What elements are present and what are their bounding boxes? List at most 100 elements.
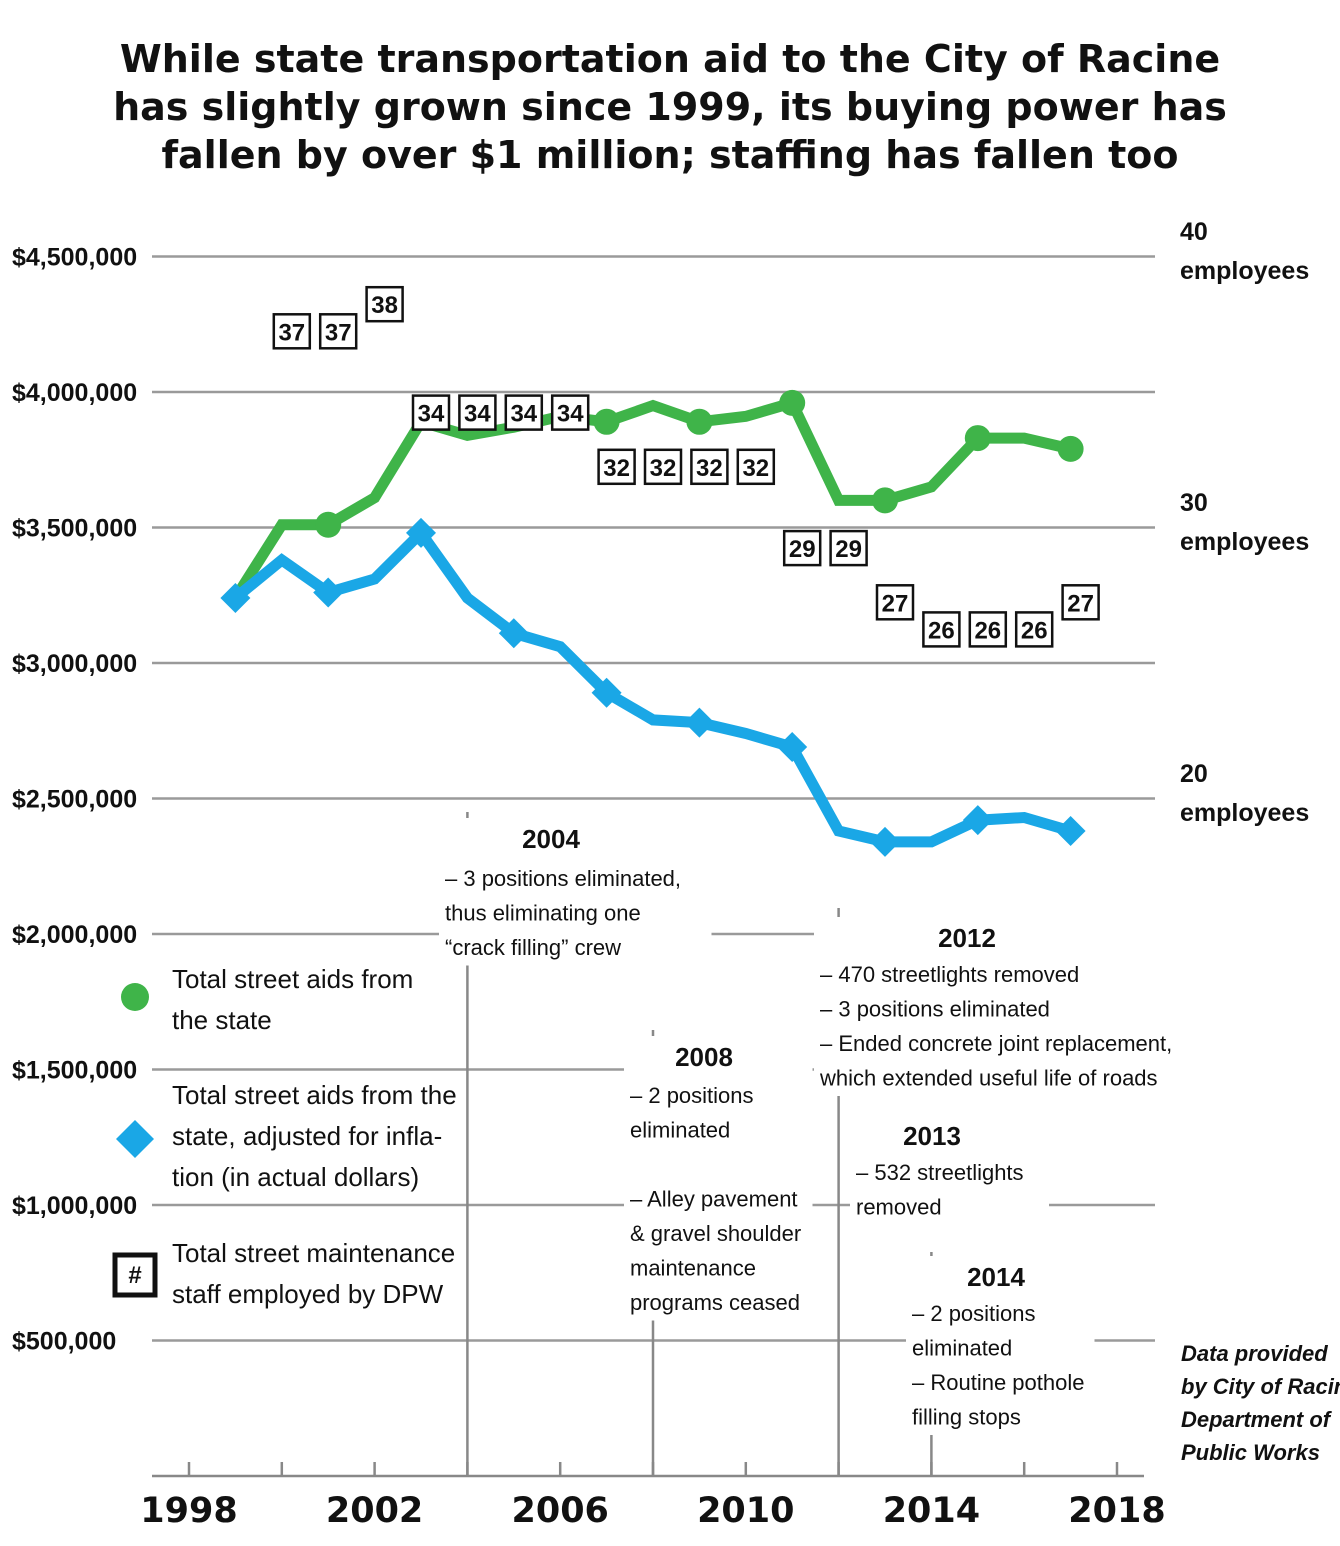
- staff-box-2013: [875, 584, 915, 621]
- annotation-text-2014-1: eliminated: [912, 1336, 1012, 1361]
- staff-box-2007: [597, 448, 636, 486]
- title-line-0: While state transportation aid to the Ci…: [120, 37, 1220, 81]
- title-line-2: fallen by over $1 million; staffing has …: [162, 133, 1179, 177]
- y-tick-label-3: $3,000,000: [12, 650, 137, 678]
- annotation-text-2013-1: removed: [856, 1195, 942, 1220]
- point-0-2007: [593, 408, 620, 435]
- point-1-2001: [313, 577, 344, 608]
- y-tick-label-5: $2,000,000: [12, 921, 137, 949]
- annotation-year-2014: 2014: [967, 1262, 1025, 1292]
- staff-value-2015: 26: [974, 617, 1001, 644]
- point-0-2001: [315, 511, 342, 538]
- x-tick-label-2006: 2006: [511, 1491, 608, 1531]
- staff-value-2002: 38: [371, 292, 398, 319]
- y-tick-label-0: $4,500,000: [12, 244, 137, 272]
- annotation-bg-2008: [624, 1036, 813, 1321]
- annotation-year-2012: 2012: [938, 923, 996, 953]
- staff-value-2010: 32: [742, 455, 769, 482]
- staff-value-2016: 26: [1021, 617, 1048, 644]
- y2-tick-number-2: 20: [1180, 760, 1208, 788]
- point-1-2011: [777, 732, 808, 763]
- source-note: Data provided by City of Racine Department…: [1181, 1341, 1340, 1465]
- chart-title: While state transportation aid to the Ci…: [113, 37, 1227, 177]
- point-1-2013: [870, 826, 900, 857]
- annotation-text-2004-2: “crack filling” crew: [445, 935, 621, 960]
- annotation-text-2008-3: – Alley pavement: [630, 1187, 798, 1212]
- y2-tick-unit-2: employees: [1180, 799, 1309, 827]
- legend-staff-label-0: Total street maintenance: [172, 1238, 455, 1268]
- x-tick-label-1998: 1998: [140, 1491, 237, 1531]
- legend-green-marker: [121, 983, 149, 1011]
- point-1-2017: [1055, 816, 1086, 847]
- staff-box-2012: [829, 529, 868, 567]
- annotation-text-2012-0: – 470 streetlights removed: [820, 962, 1079, 987]
- y-tick-label-6: $1,500,000: [12, 1057, 137, 1085]
- x-tick-label-2010: 2010: [697, 1491, 794, 1531]
- staff-box-2003: [411, 394, 451, 431]
- staff-box-2010: [736, 448, 776, 486]
- staff-box-2017: [1061, 584, 1100, 621]
- annotation-text-2014-0: – 2 positions: [912, 1301, 1036, 1326]
- y2-tick-unit-0: employees: [1180, 257, 1309, 285]
- annotation-bg-2014: [906, 1256, 1095, 1435]
- staff-value-2009: 32: [696, 455, 723, 482]
- staff-value-2013: 27: [882, 590, 909, 617]
- x-tick-label-2018: 2018: [1068, 1491, 1165, 1531]
- staff-value-2001: 37: [325, 319, 352, 346]
- annotation-bg-2013: [850, 1115, 1049, 1225]
- annotations: 2004 – 3 positions eliminated, thus elimin…: [439, 818, 1192, 1435]
- staff-value-2004: 34: [464, 401, 491, 428]
- legend-green-label-1: the state: [172, 1005, 272, 1035]
- title-line-1: has slightly grown since 1999, its buyin…: [113, 85, 1227, 129]
- series: [220, 389, 1086, 857]
- staff-box-2004: [458, 394, 497, 431]
- point-0-2009: [686, 408, 713, 435]
- annotation-text-2014-3: filling stops: [912, 1405, 1021, 1430]
- source-line-1: by City of Racine: [1181, 1374, 1340, 1399]
- staff-value-2012: 29: [835, 536, 862, 563]
- y-axis-labels: $4,500,000 $4,000,000 $3,500,000 $3,000,000…: [12, 244, 137, 1356]
- y-tick-label-7: $1,000,000: [12, 1192, 137, 1220]
- point-1-1999: [220, 582, 251, 613]
- series-line-0: [230, 396, 1072, 601]
- staff-value-2005: 34: [510, 401, 537, 428]
- x-axis: 1998 2002 2006 2010 2014 2018: [140, 1462, 1166, 1531]
- staff-value-2003: 34: [418, 401, 445, 428]
- staff-box-2014: [922, 611, 961, 648]
- annotation-text-2004-1: thus eliminating one: [445, 901, 641, 926]
- staff-box-2001: [318, 313, 358, 350]
- annotation-text-2008-5: maintenance: [630, 1256, 756, 1281]
- staff-value-2017: 27: [1067, 590, 1094, 617]
- y2-axis-labels: 40 employees 30 employees 20 employees: [1180, 218, 1309, 827]
- staff-box-2008: [643, 448, 683, 486]
- staff-value-2000: 37: [278, 319, 305, 346]
- legend-blue-marker: [116, 1120, 154, 1158]
- annotation-text-2012-1: – 3 positions eliminated: [820, 997, 1050, 1022]
- annotation-text-2014-2: – Routine pothole: [912, 1370, 1084, 1395]
- annotation-bg-2004: [439, 818, 712, 966]
- annotation-text-2008-0: – 2 positions: [630, 1083, 754, 1108]
- staff-box-2005: [504, 394, 544, 431]
- annotation-year-2013: 2013: [903, 1121, 961, 1151]
- staff-box-2009: [690, 448, 729, 486]
- staff-box-2011: [782, 529, 822, 567]
- y-tick-label-1: $4,000,000: [12, 379, 137, 407]
- staff-box-2015: [968, 611, 1008, 648]
- point-1-2015: [962, 805, 993, 836]
- staff-value-2007: 32: [603, 455, 630, 482]
- annotation-text-2004-0: – 3 positions eliminated,: [445, 866, 681, 891]
- staff-value-2014: 26: [928, 617, 955, 644]
- legend-staff-label-1: staff employed by DPW: [172, 1279, 444, 1309]
- legend-blue-label-1: state, adjusted for infla-: [172, 1121, 442, 1151]
- x-tick-label-2002: 2002: [326, 1491, 423, 1531]
- staff-box-2016: [1014, 611, 1054, 648]
- point-0-2013: [872, 487, 898, 514]
- annotation-year-2008: 2008: [675, 1042, 733, 1072]
- point-1-2007: [591, 677, 622, 708]
- staff-box-2002: [365, 285, 404, 323]
- annotation-text-2012-2: – Ended concrete joint replacement,: [820, 1031, 1172, 1056]
- staff-value-2006: 34: [557, 401, 584, 428]
- point-1-2005: [498, 618, 529, 649]
- y-tick-label-4: $2,500,000: [12, 786, 137, 814]
